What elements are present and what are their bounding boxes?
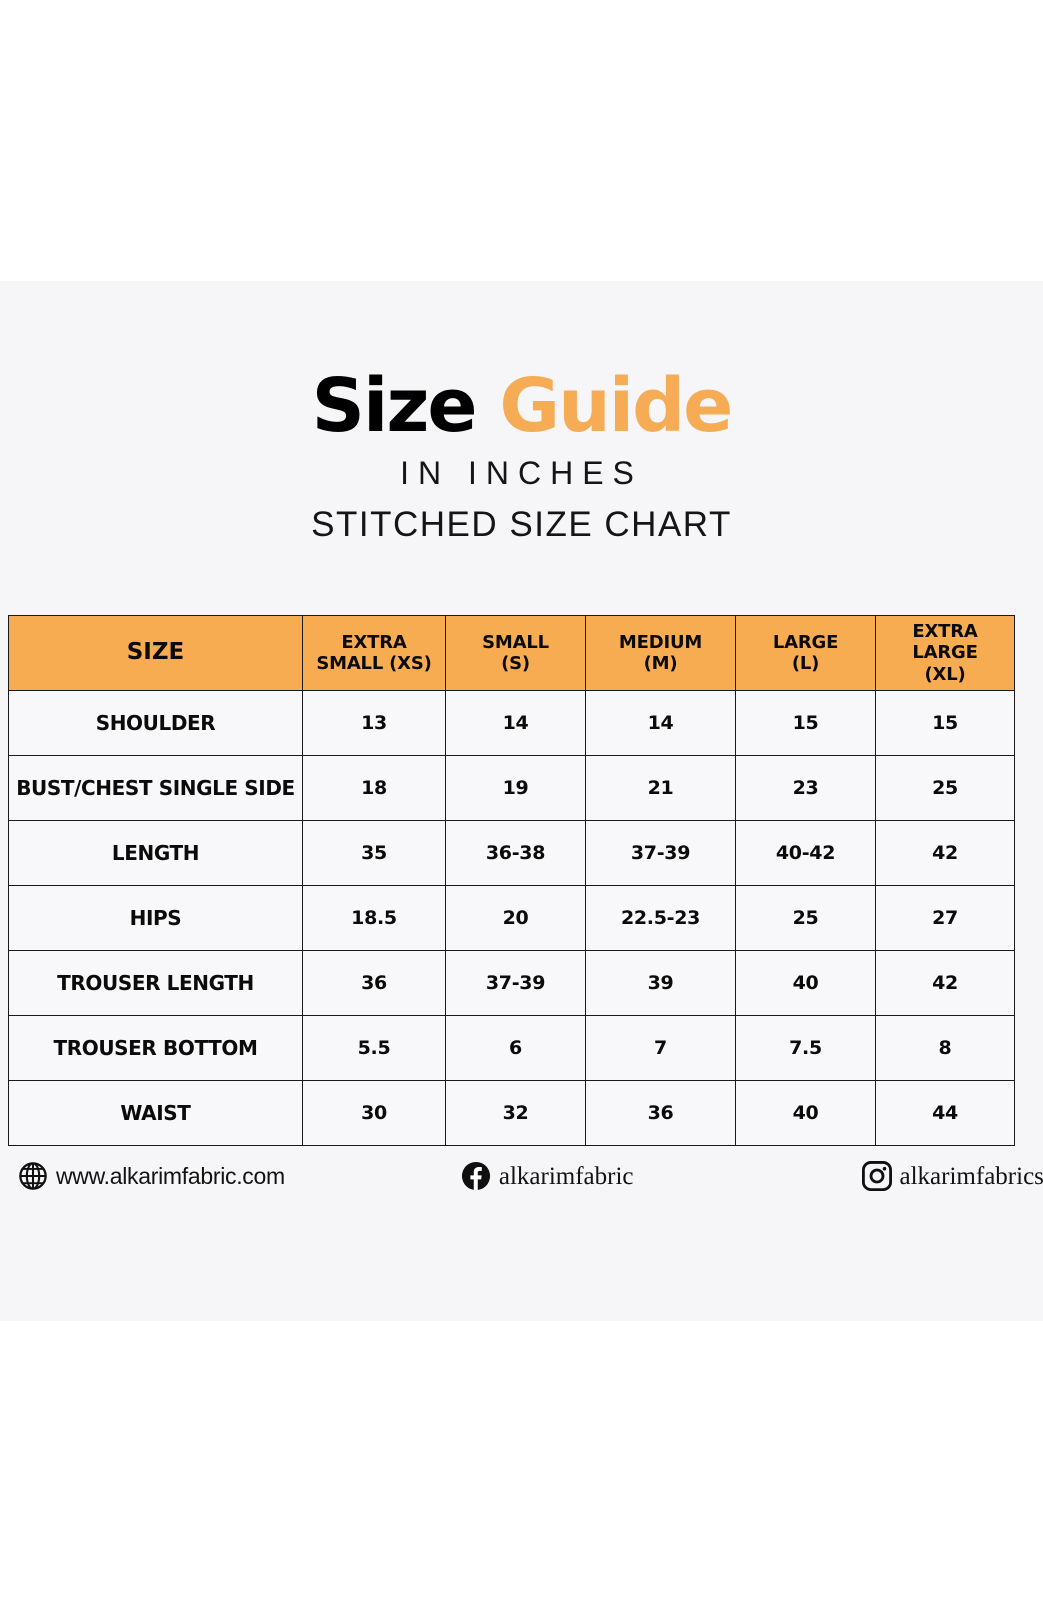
- cell-value: 6: [445, 1015, 586, 1081]
- cell-value: 20: [445, 885, 586, 951]
- table-row: SHOULDER 13 14 14 15 15: [8, 690, 1015, 756]
- cell-value: 37-39: [585, 820, 736, 886]
- cell-value: 36: [585, 1080, 736, 1146]
- size-table-container: SIZE EXTRA SMALL (XS) SMALL (S) MEDIUM: [8, 615, 1015, 1146]
- cell-value: 44: [875, 1080, 1015, 1146]
- facebook-icon: [461, 1161, 490, 1191]
- table-header-cell-l: LARGE (L): [735, 615, 876, 691]
- cell-value: 22.5-23: [585, 885, 736, 951]
- header-label-s-line2: (S): [501, 653, 530, 674]
- row-label: LENGTH: [8, 820, 303, 886]
- cell-value: 7.5: [735, 1015, 876, 1081]
- footer-website-label: www.alkarimfabric.com: [56, 1162, 285, 1189]
- cell-value: 39: [585, 950, 736, 1016]
- cell-value: 5.5: [302, 1015, 446, 1081]
- row-label: SHOULDER: [8, 690, 303, 756]
- instagram-icon: [861, 1161, 892, 1191]
- table-header-cell-xl: EXTRA LARGE (XL): [875, 615, 1015, 691]
- footer-website[interactable]: www.alkarimfabric.com: [18, 1161, 285, 1191]
- cell-value: 37-39: [445, 950, 586, 1016]
- cell-value: 36-38: [445, 820, 586, 886]
- cell-value: 7: [585, 1015, 736, 1081]
- subtitle-chart-type: STITCHED SIZE CHART: [311, 505, 732, 544]
- cell-value: 27: [875, 885, 1015, 951]
- table-row: WAIST 30 32 36 40 44: [8, 1080, 1015, 1146]
- cell-value: 23: [735, 755, 876, 821]
- footer-instagram-label: alkarimfabrics: [899, 1162, 1043, 1190]
- cell-value: 18: [302, 755, 446, 821]
- header-label-xl-line1: EXTRA LARGE: [912, 621, 978, 664]
- cell-value: 42: [875, 820, 1015, 886]
- cell-value: 40: [735, 950, 876, 1016]
- cell-value: 14: [585, 690, 736, 756]
- cell-value: 13: [302, 690, 446, 756]
- cell-value: 18.5: [302, 885, 446, 951]
- size-guide-card: Size Guide IN INCHES STITCHED SIZE CHART…: [0, 281, 1043, 1321]
- cell-value: 14: [445, 690, 586, 756]
- page-title: Size Guide: [0, 369, 1043, 443]
- header-label-l-line2: (L): [791, 653, 820, 674]
- title-word-guide: Guide: [499, 363, 733, 449]
- cell-value: 30: [302, 1080, 446, 1146]
- cell-value: 32: [445, 1080, 586, 1146]
- size-chart-table: SIZE EXTRA SMALL (XS) SMALL (S) MEDIUM: [8, 615, 1015, 1146]
- table-header-row: SIZE EXTRA SMALL (XS) SMALL (S) MEDIUM: [8, 615, 1015, 691]
- row-label: TROUSER LENGTH: [8, 950, 303, 1016]
- cell-value: 15: [735, 690, 876, 756]
- table-row: TROUSER BOTTOM 5.5 6 7 7.5 8: [8, 1015, 1015, 1081]
- cell-value: 35: [302, 820, 446, 886]
- table-header-cell-m: MEDIUM (M): [585, 615, 736, 691]
- title-block: Size Guide IN INCHES STITCHED SIZE CHART: [0, 281, 1043, 542]
- footer-facebook[interactable]: alkarimfabric: [461, 1161, 634, 1191]
- table-row: LENGTH 35 36-38 37-39 40-42 42: [8, 820, 1015, 886]
- cell-value: 36: [302, 950, 446, 1016]
- table-header: SIZE EXTRA SMALL (XS) SMALL (S) MEDIUM: [8, 615, 1015, 691]
- header-label-xl-line2: (XL): [924, 663, 966, 685]
- cell-value: 42: [875, 950, 1015, 1016]
- table-row: BUST/CHEST SINGLE SIDE 18 19 21 23 25: [8, 755, 1015, 821]
- row-label: TROUSER BOTTOM: [8, 1015, 303, 1081]
- subtitle-units: IN INCHES: [400, 455, 643, 491]
- table-header-cell-size: SIZE: [8, 615, 303, 691]
- header-label-size: SIZE: [126, 639, 185, 666]
- cell-value: 19: [445, 755, 586, 821]
- header-label-m-line1: MEDIUM: [618, 631, 703, 653]
- table-header-cell-xs: EXTRA SMALL (XS): [302, 615, 446, 691]
- header-label-xs-line1: EXTRA: [341, 631, 407, 653]
- table-row: HIPS 18.5 20 22.5-23 25 27: [8, 885, 1015, 951]
- row-label: HIPS: [8, 885, 303, 951]
- row-label: WAIST: [8, 1080, 303, 1146]
- cell-value: 8: [875, 1015, 1015, 1081]
- cell-value: 15: [875, 690, 1015, 756]
- globe-icon: [19, 1162, 47, 1190]
- header-label-xs-line2: SMALL (XS): [316, 653, 432, 674]
- title-word-size: Size: [311, 363, 478, 449]
- cell-value: 21: [585, 755, 736, 821]
- table-body: SHOULDER 13 14 14 15 15 BUST/CHEST SINGL…: [8, 690, 1015, 1146]
- footer-instagram[interactable]: alkarimfabrics: [861, 1161, 1043, 1191]
- header-label-m-line2: (M): [643, 653, 678, 674]
- header-label-s-line1: SMALL: [482, 631, 549, 653]
- row-label: BUST/CHEST SINGLE SIDE: [8, 755, 303, 821]
- footer-facebook-label: alkarimfabric: [498, 1162, 634, 1190]
- cell-value: 40: [735, 1080, 876, 1146]
- table-row: TROUSER LENGTH 36 37-39 39 40 42: [8, 950, 1015, 1016]
- cell-value: 25: [735, 885, 876, 951]
- cell-value: 40-42: [735, 820, 876, 886]
- header-label-l-line1: LARGE: [772, 631, 839, 653]
- cell-value: 25: [875, 755, 1015, 821]
- table-header-cell-s: SMALL (S): [445, 615, 586, 691]
- footer-contact-bar: www.alkarimfabric.com alkarimfabric alka…: [0, 1161, 1043, 1191]
